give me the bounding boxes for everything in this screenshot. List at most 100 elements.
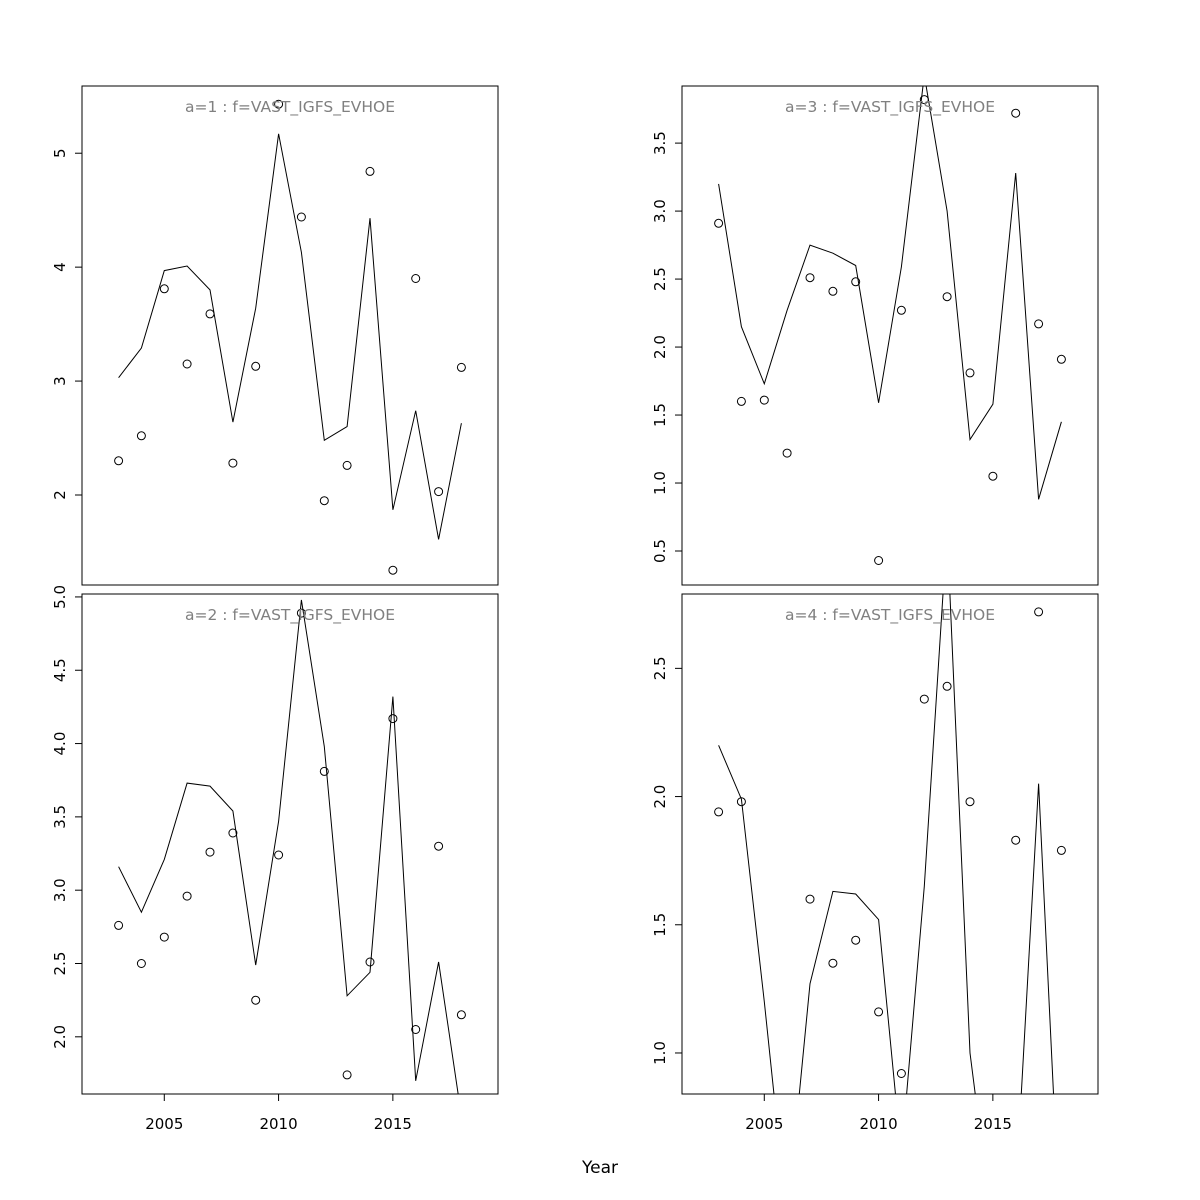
plot-area	[114, 599, 466, 1094]
plot-frame	[681, 85, 1099, 586]
observed-point	[296, 212, 306, 222]
observed-point	[228, 458, 238, 468]
observed-point	[296, 608, 306, 618]
x-tick-label: 2005	[745, 1115, 783, 1133]
y-tick-label: 1.0	[651, 1041, 669, 1065]
plot-frame	[81, 593, 499, 1095]
y-tick-label: 1.5	[651, 913, 669, 937]
observed-point	[342, 1070, 352, 1080]
observed-point	[228, 828, 238, 838]
observed-point	[114, 920, 124, 930]
fit-series-line	[118, 133, 462, 540]
observed-point	[782, 448, 792, 458]
observed-point	[828, 958, 838, 968]
observed-point	[456, 1010, 466, 1020]
observed-point	[251, 995, 261, 1005]
y-tick-label: 3	[51, 376, 69, 386]
plot-area	[114, 99, 466, 575]
observed-point	[1011, 108, 1021, 118]
x-tick-label: 2005	[145, 1115, 183, 1133]
observed-point	[965, 368, 975, 378]
observed-point	[365, 957, 375, 967]
observed-point	[342, 460, 352, 470]
plot-frame	[681, 593, 1099, 1095]
y-tick-label: 2.0	[651, 785, 669, 809]
y-tick-label: 3.5	[651, 131, 669, 155]
panel-title: a=4 : f=VAST_IGFS_EVHOE	[785, 606, 995, 625]
observed-point	[136, 959, 146, 968]
observed-point	[456, 362, 466, 372]
observed-point	[114, 456, 124, 466]
y-tick-label: 4	[51, 262, 69, 272]
observed-point	[205, 309, 215, 319]
y-tick-label: 5	[51, 148, 69, 158]
y-tick-label: 2.5	[51, 952, 69, 976]
y-tick-label: 4.5	[51, 658, 69, 682]
fit-series-line	[718, 594, 1055, 1094]
plot-area	[714, 594, 1066, 1094]
panel-title: a=2 : f=VAST_IGFS_EVHOE	[185, 606, 395, 625]
y-tick-label: 1.5	[651, 403, 669, 427]
y-tick-label: 2.0	[51, 1025, 69, 1049]
plot-area	[714, 86, 1066, 565]
observed-point	[388, 714, 398, 724]
panel-3: 2.0 2.5 3.0 3.5 4.0 4.5 5.0 2005 2010 2015 a=2 : f…	[51, 585, 499, 1133]
observed-point	[851, 935, 861, 945]
fit-series-line	[718, 86, 1062, 500]
x-axis-title: Year	[581, 1158, 618, 1178]
observed-point	[388, 565, 398, 575]
panel-title: a=3 : f=VAST_IGFS_EVHOE	[785, 98, 995, 117]
y-tick-label: 4.0	[51, 732, 69, 756]
panel-4: 1.0 1.5 2.0 2.5 2005 2010 2015 a=4 : f=VAST_IGF…	[651, 593, 1099, 1133]
observed-point	[896, 305, 906, 315]
y-tick-label: 2.5	[651, 656, 669, 680]
observed-point	[736, 396, 746, 406]
observed-point	[805, 273, 815, 283]
observed-point	[1056, 354, 1066, 364]
observed-point	[805, 894, 815, 904]
y-tick-label: 3.5	[51, 805, 69, 829]
observed-point	[874, 1007, 884, 1017]
observed-point	[1011, 835, 1021, 845]
y-tick-label: 5.0	[51, 585, 69, 609]
x-tick-label: 2010	[859, 1115, 897, 1133]
observed-point	[1034, 319, 1044, 329]
observed-point	[896, 1069, 906, 1078]
observed-point	[182, 891, 192, 901]
observed-point	[942, 681, 952, 691]
observed-point	[874, 556, 884, 565]
observed-point	[319, 496, 329, 506]
fit-series-line	[118, 599, 459, 1094]
observed-point	[434, 487, 444, 497]
observed-point	[965, 797, 975, 807]
panel-title: a=1 : f=VAST_IGFS_EVHOE	[185, 98, 395, 117]
observed-point	[365, 166, 375, 176]
observed-point	[319, 766, 329, 776]
observed-point	[759, 395, 769, 405]
observed-point	[274, 99, 284, 109]
observed-point	[942, 292, 952, 302]
y-tick-label: 2.5	[651, 267, 669, 291]
observed-point	[182, 359, 192, 369]
observed-point	[919, 694, 929, 704]
observed-point	[136, 431, 146, 441]
observed-point	[919, 95, 929, 105]
observed-point	[205, 847, 215, 857]
observed-point	[714, 807, 724, 817]
panel-2: 0.5 1.0 1.5 2.0 2.5 3.0 3.5 a=3 : f=VAST_IGFS_E…	[651, 85, 1099, 586]
y-tick-label: 1.0	[651, 471, 669, 495]
observed-point	[1056, 845, 1066, 855]
observed-point	[411, 274, 421, 283]
y-tick-label: 2	[51, 490, 69, 500]
observed-point	[828, 286, 838, 296]
observed-point	[851, 277, 861, 287]
x-tick-label: 2015	[374, 1115, 412, 1133]
y-tick-label: 2.0	[651, 335, 669, 359]
x-tick-label: 2015	[974, 1115, 1012, 1133]
x-tick-label: 2010	[259, 1115, 297, 1133]
y-tick-label: 0.5	[651, 539, 669, 563]
observed-point	[434, 841, 444, 851]
observed-point	[159, 932, 169, 942]
observed-point	[411, 1025, 421, 1034]
observed-point	[988, 471, 998, 481]
